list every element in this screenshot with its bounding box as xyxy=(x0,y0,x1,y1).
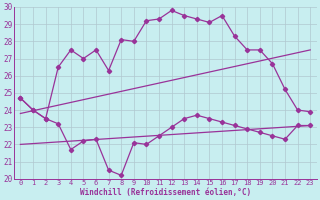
X-axis label: Windchill (Refroidissement éolien,°C): Windchill (Refroidissement éolien,°C) xyxy=(80,188,251,197)
